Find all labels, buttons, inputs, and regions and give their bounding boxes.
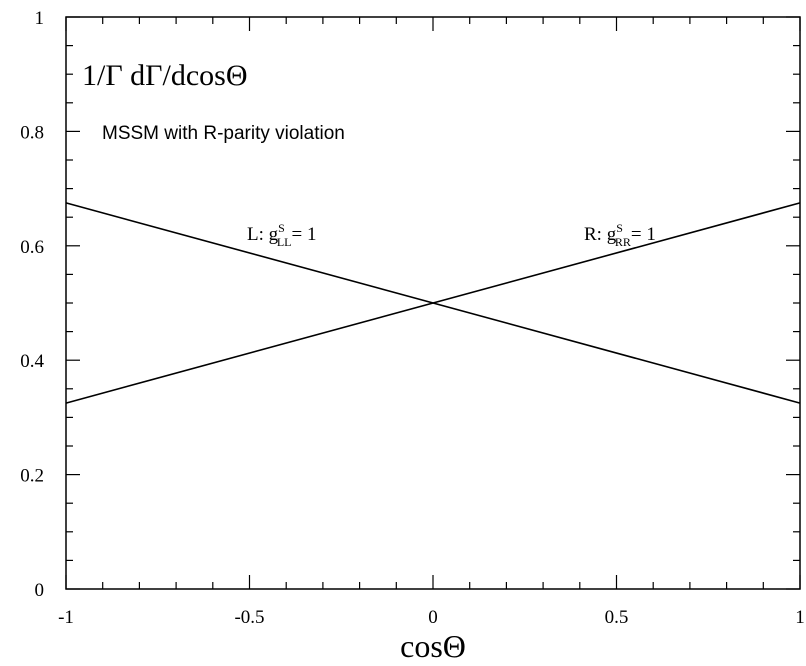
series-label-right-prefix: R: g: [584, 224, 617, 245]
series-label-left-prefix: L: g: [247, 224, 279, 245]
y-tick-label: 1: [35, 8, 45, 29]
series-lines: [66, 203, 800, 403]
y-tick-label: 0.4: [20, 351, 44, 372]
y-tick-label: 0.6: [20, 237, 44, 258]
series-label-right-sup: S: [616, 221, 623, 235]
x-tick-label: 1: [795, 607, 805, 628]
series-label-right-sub: RR: [615, 235, 631, 249]
y-tick-label: 0.2: [20, 466, 44, 487]
x-tick-label: -0.5: [234, 607, 264, 628]
y-tick-label: 0: [35, 580, 45, 601]
series-label-right: R: gS RR= 1: [584, 221, 656, 249]
tick-labels: -1 -0.5 0 0.5 1 0 0.2 0.4 0.6 0.8 1: [20, 8, 805, 628]
series-label-left-suffix: = 1: [292, 224, 317, 245]
series-label-left-sub: LL: [277, 235, 292, 249]
y-tick-label: 0.8: [20, 122, 44, 143]
x-tick-label: 0: [428, 607, 438, 628]
series-label-right-suffix: = 1: [631, 224, 656, 245]
chart-subtitle: MSSM with R-parity violation: [102, 123, 345, 144]
x-tick-label: -1: [58, 607, 74, 628]
series-label-left-sup: S: [278, 221, 285, 235]
series-label-left: L: gS LL= 1: [247, 221, 316, 249]
chart-title: 1/Γ dΓ/dcosΘ: [82, 59, 248, 92]
x-axis-label: cosΘ: [400, 628, 466, 664]
x-tick-label: 0.5: [605, 607, 629, 628]
